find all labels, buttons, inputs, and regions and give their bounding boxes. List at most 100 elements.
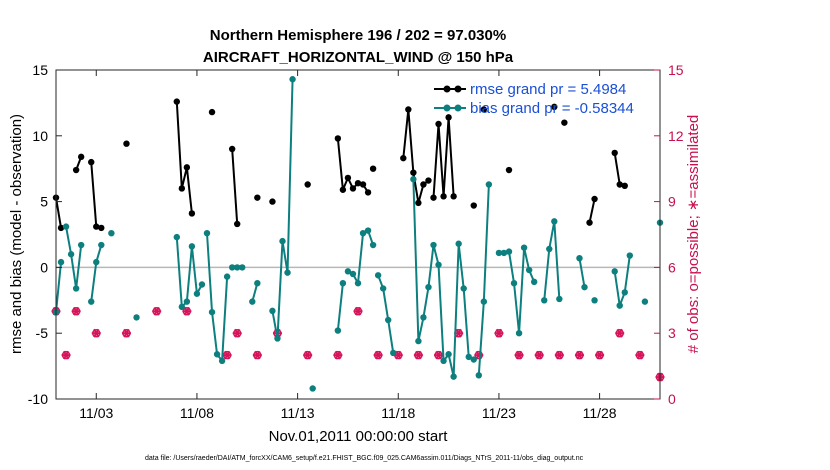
bias-point [98, 241, 105, 249]
obs-assimilated-stroke [73, 306, 80, 316]
rmse-point [183, 164, 191, 171]
bias-point [344, 268, 352, 275]
rmse-point [410, 169, 417, 176]
bias-point [425, 283, 432, 291]
obs-assimilated-marker [595, 350, 605, 360]
series-lines [52, 76, 664, 392]
obs-assimilated-stroke [123, 328, 130, 338]
rmse-point [450, 193, 457, 200]
bias-point [369, 241, 377, 249]
bias-point [616, 302, 623, 309]
obs-assimilated-stroke [415, 350, 422, 360]
bias-point [339, 279, 347, 287]
rmse-point [334, 135, 342, 142]
bias-point [379, 285, 387, 292]
rmse-line-segment [55, 197, 63, 229]
y-left-tick-label: -5 [36, 325, 49, 341]
bias-point [385, 316, 392, 324]
bias-point [485, 181, 493, 188]
bias-point [530, 278, 538, 286]
y-right-tick-label: 15 [668, 62, 684, 78]
bias-point [334, 327, 342, 334]
rmse-point [480, 106, 488, 113]
y-right-tick-label: 9 [668, 194, 676, 210]
rmse-point [425, 177, 432, 184]
bias-point [470, 356, 477, 363]
bias-point [611, 268, 618, 275]
x-axis-label: Nov.01,2011 00:00:00 start [269, 428, 449, 445]
obs-assimilated-stroke [334, 350, 341, 360]
y-left-tick-label: -10 [28, 391, 48, 407]
obs-assimilated-stroke [254, 350, 261, 360]
rmse-point [561, 119, 568, 126]
y-left-tick-label: 5 [40, 194, 48, 210]
rmse-point [400, 154, 407, 162]
legend-bias-marker [443, 104, 451, 112]
legend-rmse-label: rmse grand pr = 5.4984 [470, 81, 626, 98]
rmse-point [621, 182, 628, 190]
bias-point [581, 283, 588, 291]
bias-line-segment [336, 283, 344, 331]
rmse-point [57, 224, 65, 232]
obs-assimilated-stroke [455, 328, 462, 338]
chart-title-line2: AIRCRAFT_HORIZONTAL_WIND @ 150 hPa [203, 49, 514, 66]
bias-point [67, 251, 75, 258]
y-left-tick-label: 0 [40, 259, 48, 275]
bias-point [465, 353, 472, 361]
rmse-point [440, 193, 447, 200]
bias-point [108, 229, 115, 237]
bias-point [445, 351, 452, 358]
rmse-point [93, 223, 100, 230]
bias-point [576, 254, 583, 262]
obs-assimilated-marker [554, 350, 564, 360]
obs-assimilated-stroke [435, 350, 442, 360]
obs-assimilated-stroke [515, 350, 523, 360]
legend-bias-label: bias grand pr = -0.58344 [470, 100, 634, 117]
obs-assimilated-marker [333, 350, 343, 360]
bias-point [72, 285, 80, 292]
obs-assimilated-marker [182, 306, 192, 316]
y-left-tick-label: 10 [32, 128, 48, 144]
bias-point [188, 243, 196, 250]
obs-assimilated-stroke [93, 328, 100, 338]
obs-assimilated-marker [222, 350, 232, 360]
y-right-tick-label: 6 [668, 259, 676, 275]
obs-assimilated-marker [615, 328, 625, 338]
x-tick-label: 11/28 [583, 405, 617, 421]
x-tick-label: 11/13 [281, 405, 315, 421]
rmse-point [611, 149, 618, 157]
x-tick-label: 11/03 [79, 405, 113, 421]
obs-assimilated-stroke [495, 328, 503, 338]
bias-point [289, 76, 296, 83]
bias-point [218, 357, 226, 365]
bias-point [198, 281, 206, 288]
rmse-point [269, 198, 276, 205]
bias-point [390, 349, 397, 357]
bias-point [415, 337, 422, 345]
rmse-point [420, 181, 427, 188]
bias-point [475, 372, 482, 379]
rmse-point [369, 165, 377, 172]
obs-assimilated-stroke [153, 306, 160, 316]
bias-point [178, 303, 186, 311]
bias-point [62, 223, 70, 230]
rmse-point [349, 185, 357, 192]
bias-point [88, 298, 95, 305]
rmse-point [435, 120, 442, 128]
bias-point [249, 298, 256, 305]
bias-point [274, 335, 281, 342]
legend-rmse-marker [443, 85, 451, 93]
rmse-point [445, 114, 452, 121]
bias-point [228, 264, 236, 271]
rmse-point [586, 219, 593, 226]
obs-assimilated-marker [534, 350, 544, 360]
bias-point [525, 266, 533, 274]
y-right-tick-label: 12 [668, 128, 684, 144]
y-right-axis-label: # of obs: o=possible; ∗=assimilated [685, 115, 702, 354]
bias-line-segment [578, 258, 586, 288]
obs-assimilated-stroke [556, 350, 563, 360]
obs-assimilated-stroke [395, 350, 402, 360]
obs-assimilated-stroke [354, 306, 362, 316]
obs-assimilated-marker [71, 306, 81, 316]
